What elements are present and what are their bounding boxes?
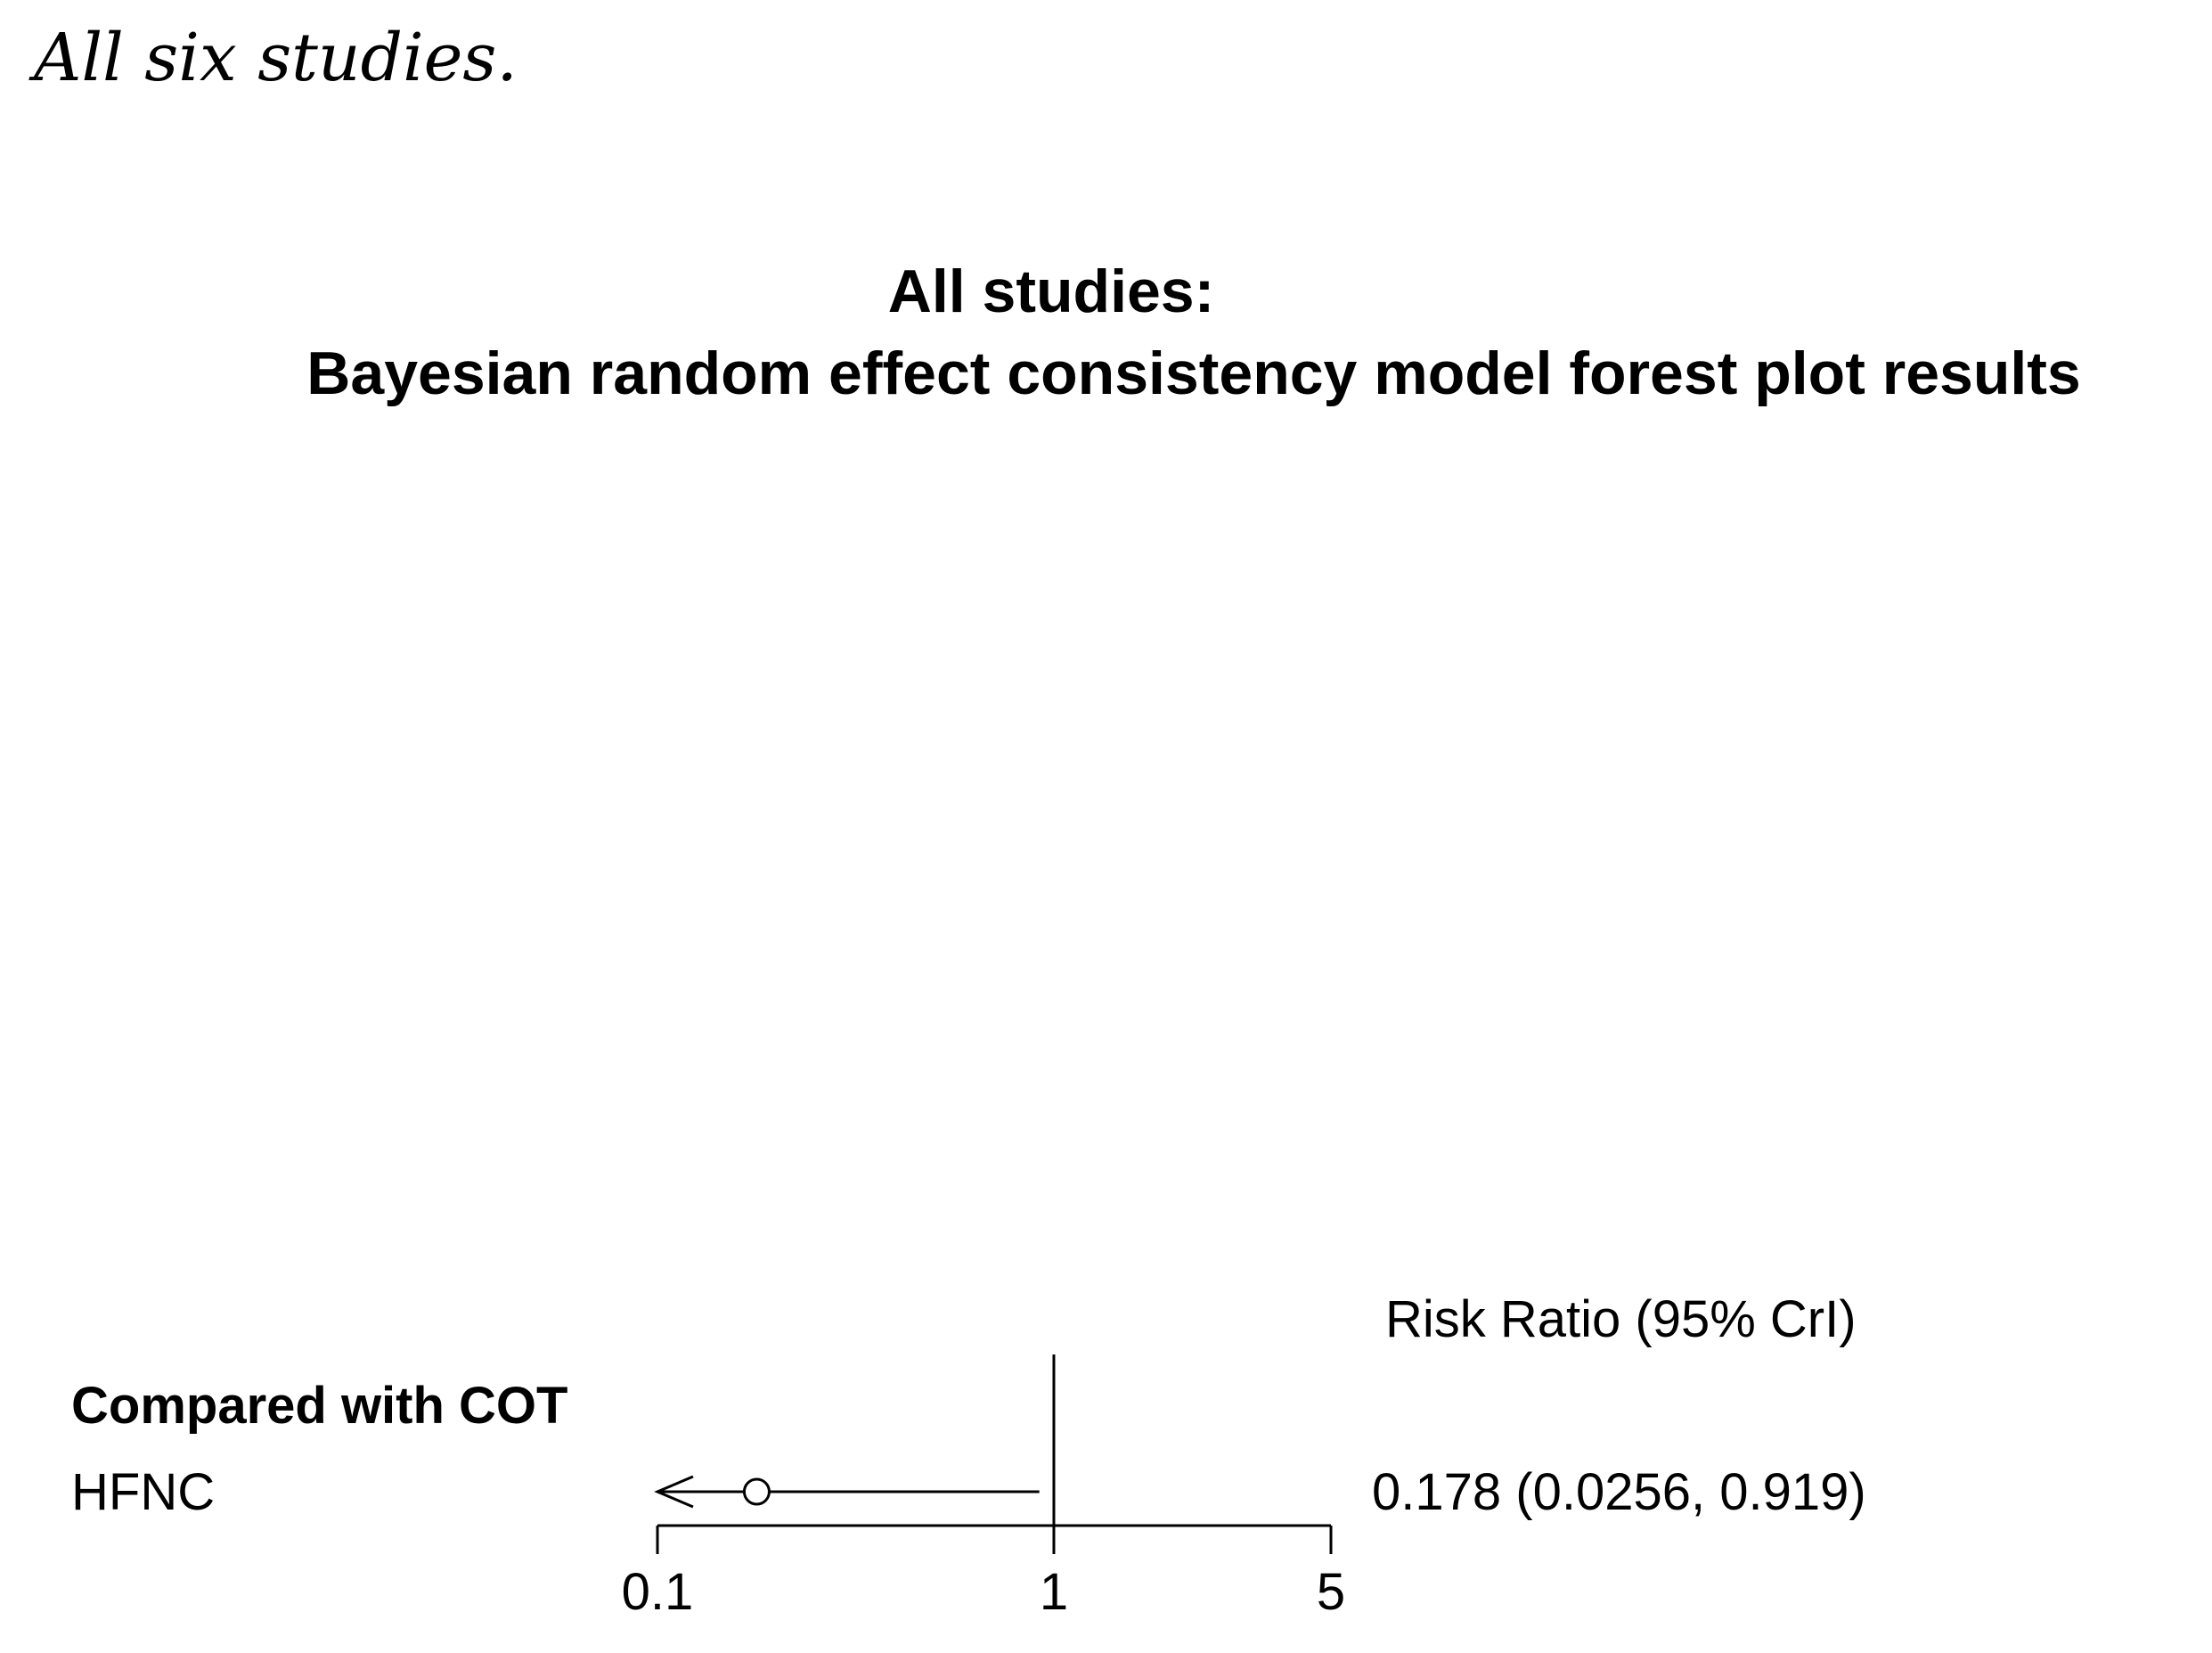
ci-text: 0.178 (0.0256, 0.919) <box>1372 1463 1866 1521</box>
ci-arrow <box>654 1475 694 1509</box>
row-label: HFNC <box>71 1463 215 1521</box>
forest-row: HFNC 0.178 (0.0256, 0.919) <box>71 1463 1866 1521</box>
figure-caption: All six studies. <box>34 20 518 96</box>
chart-title-line-2: Bayesian random effect consistency model… <box>306 340 2081 407</box>
chart-title-line-1: All studies: <box>887 258 1215 325</box>
group-label: Compared with COT <box>71 1377 567 1435</box>
x-tick-label: 5 <box>1317 1563 1345 1621</box>
x-tick-label: 1 <box>1040 1563 1068 1621</box>
x-tick-label: 0.1 <box>622 1563 694 1621</box>
forest-rows: HFNC 0.178 (0.0256, 0.919) <box>71 1463 1866 1521</box>
column-header: Risk Ratio (95% CrI) <box>1385 1290 1857 1348</box>
x-axis: 0.1 1 5 <box>622 1524 1345 1621</box>
point-estimate <box>742 1477 771 1506</box>
